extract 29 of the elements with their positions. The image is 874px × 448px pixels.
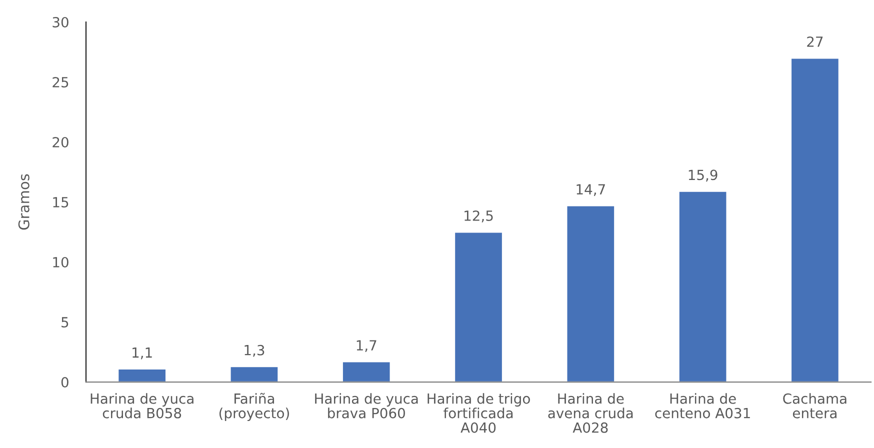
y-tick-label: 25 (52, 76, 68, 88)
data-label: 1,1 (132, 347, 152, 360)
data-label: 12,5 (464, 210, 493, 222)
y-tick-label: 10 (53, 256, 68, 268)
x-tick-label: Harina de trigo fortificada A040 (428, 393, 530, 433)
x-tick-label: Fariña (proyecto) (219, 392, 289, 422)
bar (342, 360, 392, 382)
x-tick-label: Harina de centeno A031 (655, 393, 750, 418)
y-tick-label: 0 (61, 376, 68, 388)
bar (678, 190, 728, 382)
bar (229, 366, 280, 382)
data-label: 1,3 (244, 344, 264, 357)
y-tick-label: 30 (52, 16, 68, 28)
y-tick-label: 15 (53, 197, 68, 208)
bar (117, 368, 167, 382)
x-tick-label: Cachama entera (783, 393, 846, 418)
y-axis-title: Gramos (18, 174, 30, 230)
data-label: 1,7 (356, 340, 376, 352)
data-label: 14,7 (576, 184, 605, 196)
bar (454, 231, 504, 382)
x-tick-label: Harina de yuca cruda B058 (90, 393, 194, 418)
bar (790, 57, 840, 382)
y-tick-label: 5 (62, 317, 68, 328)
bar (566, 204, 616, 382)
x-tick-label: Harina de avena cruda A028 (548, 393, 633, 433)
data-label: 15,9 (688, 170, 718, 182)
data-label: 27 (807, 36, 823, 47)
x-tick-label: Harina de yuca brava P060 (315, 393, 418, 418)
y-tick-label: 20 (52, 136, 68, 148)
